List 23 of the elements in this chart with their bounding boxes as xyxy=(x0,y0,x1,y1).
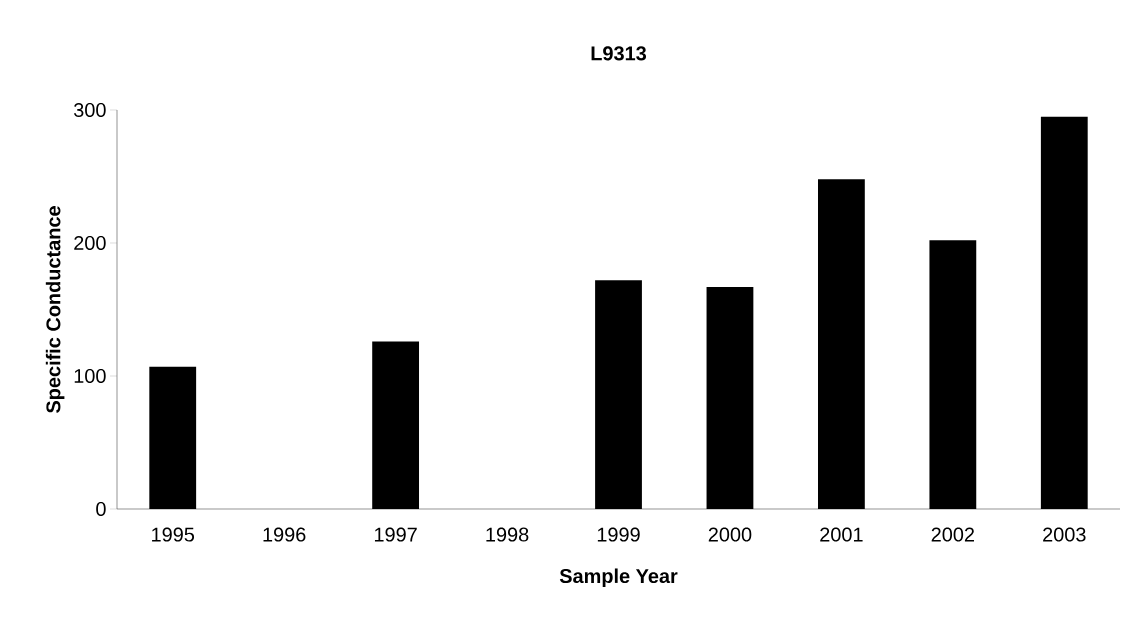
x-tick-label: 1998 xyxy=(486,527,529,542)
bar xyxy=(1040,116,1088,509)
bar xyxy=(595,280,642,509)
chart-title: L9313 xyxy=(591,46,647,61)
x-tick-label: 1996 xyxy=(263,527,306,542)
bar xyxy=(149,366,197,509)
bar xyxy=(818,179,865,509)
x-tick-label: 1999 xyxy=(597,527,640,542)
bar xyxy=(706,286,754,509)
x-tick-label: 1995 xyxy=(152,527,195,542)
y-tick-label: 200 xyxy=(74,235,106,251)
y-tick-label: 100 xyxy=(74,368,106,384)
x-tick-label: 2000 xyxy=(708,527,752,542)
x-tick-label: 2002 xyxy=(931,527,974,542)
x-tick-label: 1997 xyxy=(374,527,417,542)
x-tick-label: 2001 xyxy=(820,527,863,542)
x-axis-title: Sample Year xyxy=(559,568,678,588)
y-axis-title: Specific Conductance xyxy=(45,206,65,413)
x-tick-label: 2003 xyxy=(1043,527,1086,542)
y-tick-label: 300 xyxy=(74,102,106,118)
bar xyxy=(929,240,977,509)
bar xyxy=(372,341,420,509)
y-tick-label: 0 xyxy=(96,501,106,517)
